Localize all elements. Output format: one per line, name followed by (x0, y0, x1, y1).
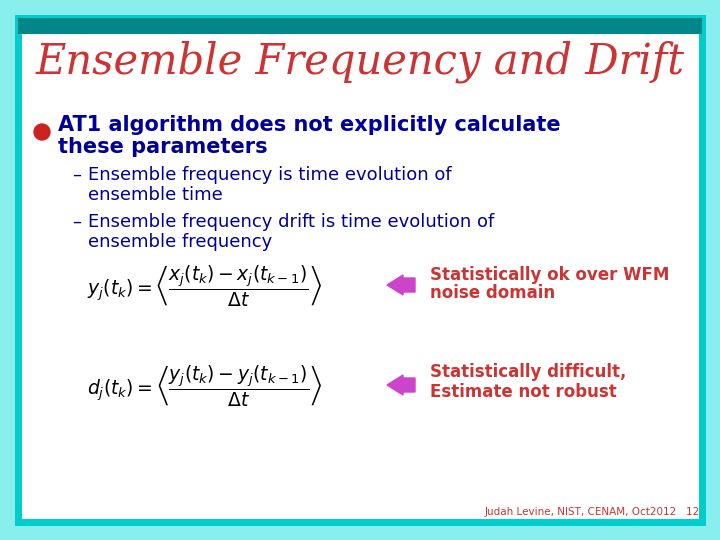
Text: –: – (72, 166, 81, 184)
Text: $y_j(t_k) = \left\langle \dfrac{x_j(t_k) - x_j(t_{k-1})}{\Delta t} \right\rangle: $y_j(t_k) = \left\langle \dfrac{x_j(t_k)… (87, 262, 323, 307)
Text: Ensemble frequency is time evolution of: Ensemble frequency is time evolution of (88, 166, 451, 184)
FancyArrow shape (387, 275, 415, 295)
Text: Estimate not robust: Estimate not robust (430, 383, 617, 401)
Text: –: – (72, 213, 81, 231)
Text: Ensemble frequency drift is time evolution of: Ensemble frequency drift is time evoluti… (88, 213, 494, 231)
Text: Judah Levine, NIST, CENAM, Oct2012   12: Judah Levine, NIST, CENAM, Oct2012 12 (485, 507, 700, 517)
Circle shape (34, 124, 50, 140)
FancyBboxPatch shape (18, 18, 702, 522)
Text: AT1 algorithm does not explicitly calculate: AT1 algorithm does not explicitly calcul… (58, 115, 561, 135)
Text: Ensemble Frequency and Drift: Ensemble Frequency and Drift (35, 40, 685, 83)
Text: $d_j(t_k) = \left\langle \dfrac{y_j(t_k) - y_j(t_{k-1})}{\Delta t} \right\rangle: $d_j(t_k) = \left\langle \dfrac{y_j(t_k)… (87, 362, 323, 408)
Text: Statistically difficult,: Statistically difficult, (430, 363, 626, 381)
Text: noise domain: noise domain (430, 284, 555, 302)
Bar (18, 18, 702, 34)
Text: Statistically ok over WFM: Statistically ok over WFM (430, 266, 670, 284)
Text: ensemble time: ensemble time (88, 186, 222, 204)
Text: these parameters: these parameters (58, 137, 268, 157)
Text: ensemble frequency: ensemble frequency (88, 233, 272, 251)
FancyArrow shape (387, 375, 415, 395)
